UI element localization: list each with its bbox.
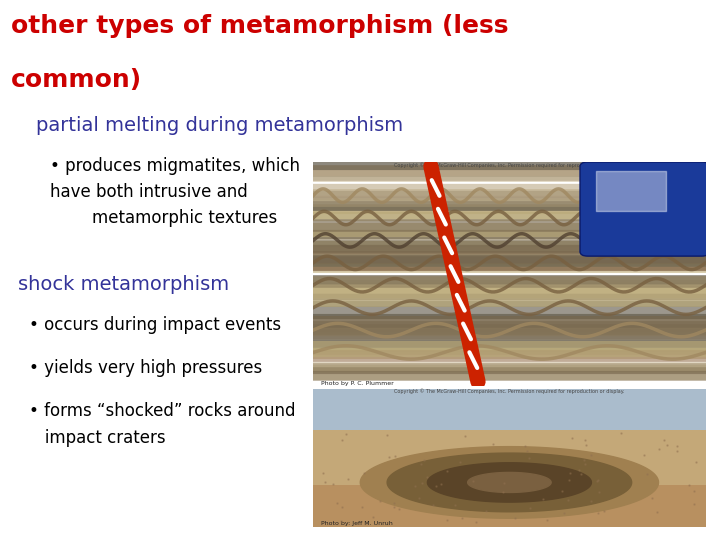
Bar bbox=[313, 430, 706, 485]
Text: other types of metamorphism (less: other types of metamorphism (less bbox=[11, 14, 508, 37]
FancyBboxPatch shape bbox=[580, 162, 709, 256]
Text: • produces migmatites, which
have both intrusive and
        metamorphic texture: • produces migmatites, which have both i… bbox=[50, 157, 300, 227]
Text: shock metamorphism: shock metamorphism bbox=[18, 275, 229, 294]
Text: Copyright © The McGraw-Hill Companies, Inc. Permission required for reproduction: Copyright © The McGraw-Hill Companies, I… bbox=[395, 162, 624, 167]
Polygon shape bbox=[387, 453, 631, 512]
Text: partial melting during metamorphism: partial melting during metamorphism bbox=[36, 116, 403, 135]
Text: • occurs during impact events: • occurs during impact events bbox=[29, 316, 281, 334]
Bar bbox=[313, 485, 706, 526]
Text: common): common) bbox=[11, 68, 142, 91]
Text: • forms “shocked” rocks around
   impact craters: • forms “shocked” rocks around impact cr… bbox=[29, 402, 295, 447]
Polygon shape bbox=[428, 463, 591, 502]
Text: Photo by P. C. Plummer: Photo by P. C. Plummer bbox=[321, 381, 394, 386]
Polygon shape bbox=[360, 447, 659, 518]
Text: Copyright © The McGraw-Hill Companies, Inc. Permission required for reproduction: Copyright © The McGraw-Hill Companies, I… bbox=[395, 389, 624, 394]
Text: Photo by: Jeff M. Unruh: Photo by: Jeff M. Unruh bbox=[321, 522, 393, 526]
Polygon shape bbox=[468, 472, 551, 492]
Text: • yields very high pressures: • yields very high pressures bbox=[29, 359, 262, 377]
Bar bbox=[313, 389, 706, 430]
